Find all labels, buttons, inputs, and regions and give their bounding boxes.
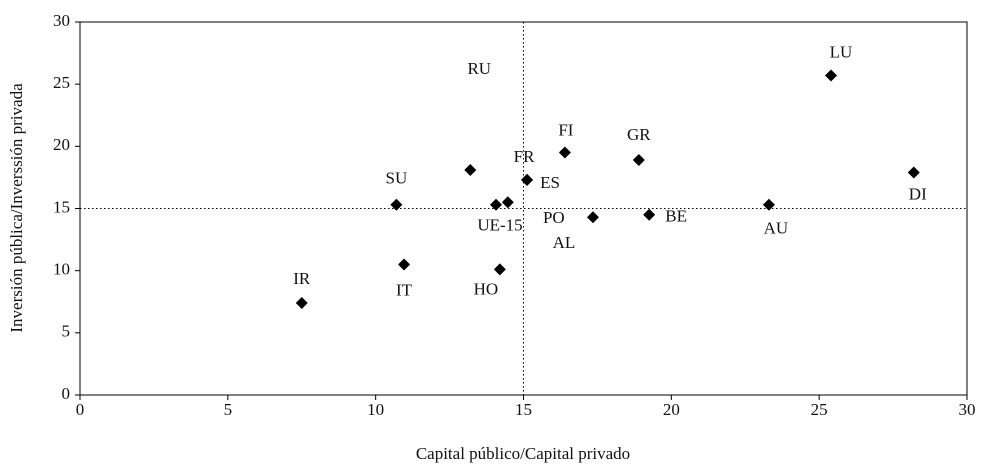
x-tick-label: 15: [515, 400, 532, 419]
x-tick-label: 0: [76, 400, 85, 419]
point-label: FI: [558, 120, 573, 139]
point: [501, 196, 514, 209]
point: [521, 173, 534, 186]
point-label: RU: [467, 59, 491, 78]
point-label: GR: [627, 125, 651, 144]
x-tick-label: 20: [663, 400, 680, 419]
point: [762, 198, 775, 211]
x-tick-label: 5: [224, 400, 233, 419]
point: [398, 258, 411, 271]
point-label: ES: [540, 173, 560, 192]
y-tick-label: 20: [53, 135, 70, 154]
y-tick-label: 30: [53, 11, 70, 30]
point-label: DI: [909, 184, 927, 203]
point: [558, 146, 571, 159]
point-label: SU: [385, 169, 407, 188]
point-label: IT: [396, 280, 413, 299]
point-label: LU: [830, 42, 853, 61]
point-label: AL: [553, 233, 576, 252]
y-tick-label: 5: [62, 322, 71, 341]
point: [464, 163, 477, 176]
point-label: HO: [474, 279, 499, 298]
y-tick-label: 0: [62, 384, 71, 403]
point-label: BE: [665, 207, 687, 226]
point: [643, 208, 656, 221]
point: [907, 166, 920, 179]
point-label: UE-15: [477, 216, 522, 235]
point: [632, 154, 645, 167]
x-tick-label: 25: [811, 400, 828, 419]
point: [390, 198, 403, 211]
x-axis-title: Capital público/Capital privado: [416, 444, 630, 463]
x-tick-label: 30: [959, 400, 976, 419]
y-axis-title: Inversión pública/Inverssión privada: [7, 83, 26, 333]
point-label: PO: [543, 208, 565, 227]
point: [824, 69, 837, 82]
point: [493, 263, 506, 276]
y-tick-label: 25: [53, 73, 70, 92]
point: [490, 198, 503, 211]
point: [295, 296, 308, 309]
point-label: AU: [764, 219, 789, 238]
point: [586, 211, 599, 224]
x-tick-label: 10: [367, 400, 384, 419]
point-label: IR: [293, 269, 311, 288]
y-tick-label: 10: [53, 260, 70, 279]
point-label: FR: [514, 147, 535, 166]
y-tick-label: 15: [53, 197, 70, 216]
